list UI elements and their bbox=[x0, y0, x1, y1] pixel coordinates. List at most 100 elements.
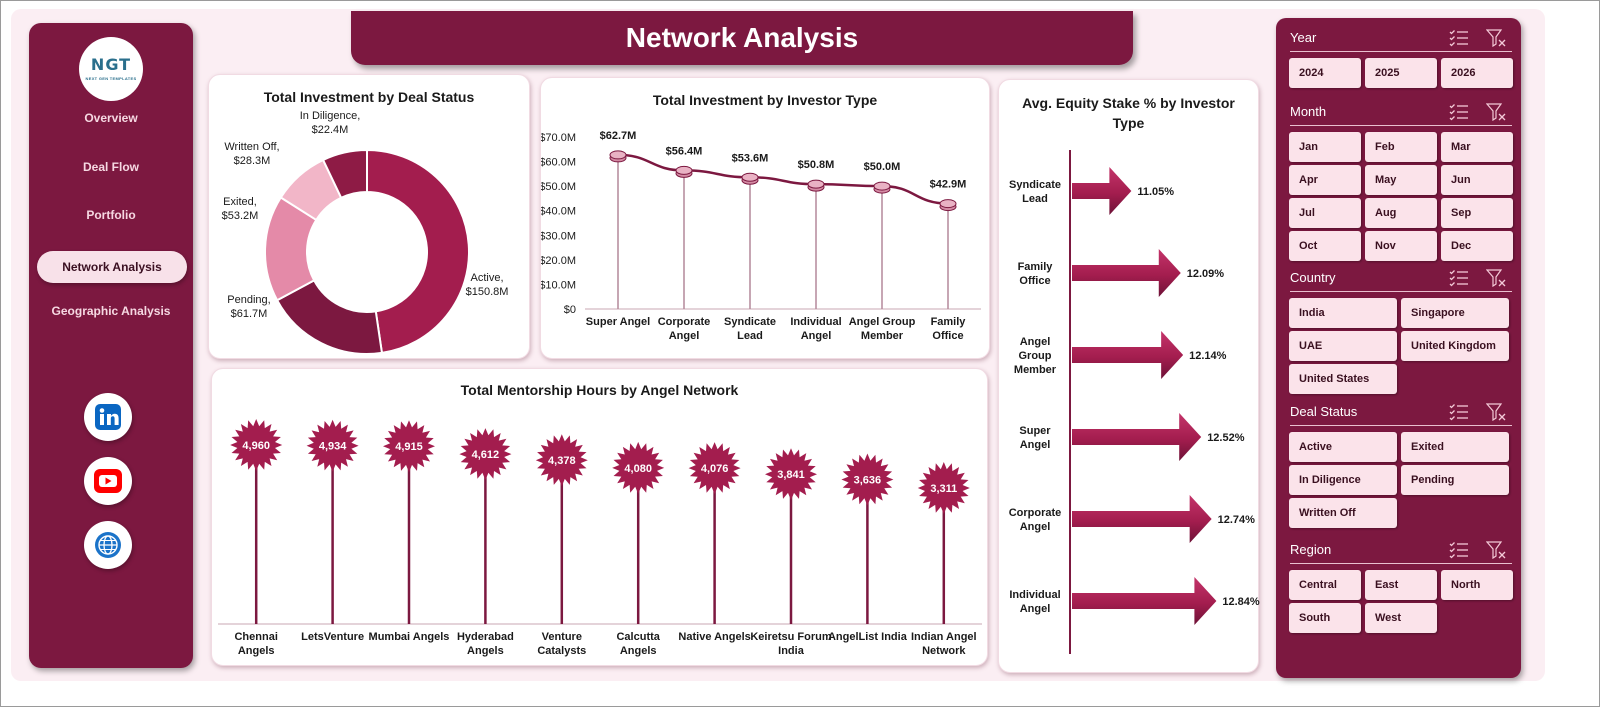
slicer-deal-status-option[interactable]: Pending bbox=[1401, 465, 1509, 495]
donut-slice-in-diligence[interactable] bbox=[321, 148, 368, 200]
donut-slice-active[interactable] bbox=[366, 148, 470, 355]
slicer-month-option[interactable]: Apr bbox=[1289, 165, 1361, 195]
slicer-month-option[interactable]: Jun bbox=[1441, 165, 1513, 195]
donut-label-active: Active, $150.8M bbox=[466, 272, 509, 298]
equity-arrow-corporate-angel[interactable] bbox=[1072, 495, 1212, 543]
slicer-month-option[interactable]: Feb bbox=[1365, 132, 1437, 162]
slicer-divider bbox=[1290, 51, 1512, 52]
equity-arrow-super-angel[interactable] bbox=[1072, 413, 1202, 461]
slicer-month-option[interactable]: Sep bbox=[1441, 198, 1513, 228]
mentorship-data-label: 4,378 bbox=[548, 455, 576, 467]
line-point-syndicate-lead[interactable] bbox=[741, 172, 759, 185]
slicer-year-option[interactable]: 2025 bbox=[1365, 58, 1437, 88]
slicer-region-option[interactable]: West bbox=[1365, 603, 1437, 633]
multi-select-icon[interactable] bbox=[1449, 269, 1469, 287]
nav-item-network-analysis[interactable]: Network Analysis bbox=[37, 251, 187, 283]
slicer-deal-status-option[interactable]: Active bbox=[1289, 432, 1397, 462]
slicer-deal-status-option[interactable]: In Diligence bbox=[1289, 465, 1397, 495]
lollipop-head-angellist-india[interactable] bbox=[841, 453, 894, 506]
equity-stake-card: Avg. Equity Stake % by Investor Type 11.… bbox=[998, 79, 1260, 673]
slicer-region-option[interactable]: North bbox=[1441, 570, 1513, 600]
slicer-country-option[interactable]: United States bbox=[1289, 364, 1397, 394]
y-tick-label: $30.0M bbox=[541, 230, 576, 242]
x-tick-label: Family Office bbox=[931, 316, 967, 342]
logo-subtext: NEXT GEN TEMPLATES bbox=[85, 76, 137, 81]
equity-arrow-individual-angel[interactable] bbox=[1072, 577, 1217, 625]
equity-category-label: Corporate Angel bbox=[1009, 507, 1062, 533]
lollipop-head-letsventure[interactable] bbox=[306, 419, 359, 472]
lollipop-head-hyderabad-angels[interactable] bbox=[459, 428, 512, 481]
line-point-super-angel[interactable] bbox=[609, 150, 627, 163]
mentorship-category-label: Venture Catalysts bbox=[537, 631, 586, 657]
line-point-corporate-angel[interactable] bbox=[675, 165, 693, 178]
slicer-divider bbox=[1290, 563, 1512, 564]
multi-select-icon[interactable] bbox=[1449, 29, 1469, 47]
slicer-year-option[interactable]: 2026 bbox=[1441, 58, 1513, 88]
slicer-month-option[interactable]: Jul bbox=[1289, 198, 1361, 228]
slicer-country-option[interactable]: United Kingdom bbox=[1401, 331, 1509, 361]
mentorship-category-label: Keiretsu Forum India bbox=[750, 631, 832, 657]
clear-filter-icon[interactable] bbox=[1486, 103, 1506, 121]
line-point-individual-angel[interactable] bbox=[807, 179, 825, 192]
nav-item-portfolio[interactable]: Portfolio bbox=[86, 208, 136, 222]
slicer-month-option[interactable]: Oct bbox=[1289, 231, 1361, 261]
lollipop-head-venture-catalysts[interactable] bbox=[535, 434, 588, 487]
slicer-country-option[interactable]: India bbox=[1289, 298, 1397, 328]
equity-arrow-syndicate-lead[interactable] bbox=[1072, 167, 1132, 215]
slicer-title-deal-status: Deal Status bbox=[1290, 404, 1358, 419]
lollipop-head-calcutta-angels[interactable] bbox=[612, 441, 665, 494]
nav-item-overview[interactable]: Overview bbox=[84, 111, 138, 125]
lollipop-head-chennai-angels[interactable] bbox=[230, 419, 283, 471]
slicer-region-option[interactable]: South bbox=[1289, 603, 1361, 633]
line-data-label: $62.7M bbox=[600, 130, 637, 142]
clear-filter-icon[interactable] bbox=[1486, 269, 1506, 287]
slicer-month-option[interactable]: May bbox=[1365, 165, 1437, 195]
mentorship-data-label: 3,636 bbox=[854, 475, 882, 487]
equity-arrow-angel-group-member[interactable] bbox=[1072, 331, 1184, 379]
multi-select-icon[interactable] bbox=[1449, 403, 1469, 421]
line-point-angel-group-member[interactable] bbox=[873, 181, 891, 194]
linkedin-icon bbox=[95, 404, 121, 430]
slicer-country-option[interactable]: UAE bbox=[1289, 331, 1397, 361]
linkedin-button[interactable] bbox=[84, 393, 132, 441]
slicer-country-option[interactable]: Singapore bbox=[1401, 298, 1509, 328]
nav-item-deal-flow[interactable]: Deal Flow bbox=[82, 160, 139, 174]
multi-select-icon[interactable] bbox=[1449, 541, 1469, 559]
slicer-deal-status-option[interactable]: Written Off bbox=[1289, 498, 1397, 528]
slicer-month-option[interactable]: Dec bbox=[1441, 231, 1513, 261]
multi-select-icon[interactable] bbox=[1449, 103, 1469, 121]
slicer-deal-status-option[interactable]: Exited bbox=[1401, 432, 1509, 462]
slicer-title-year: Year bbox=[1290, 30, 1317, 45]
deal-status-card: Total Investment by Deal Status Active, $… bbox=[208, 74, 530, 359]
slicer-month-option[interactable]: Mar bbox=[1441, 132, 1513, 162]
lollipop-head-native-angels[interactable] bbox=[688, 442, 741, 495]
clear-filter-icon[interactable] bbox=[1486, 541, 1506, 559]
website-button[interactable] bbox=[84, 521, 132, 569]
investor-type-card: Total Investment by Investor Type $0 $10.… bbox=[540, 77, 990, 359]
slicer-region-option[interactable]: Central bbox=[1289, 570, 1361, 600]
y-tick-label: $20.0M bbox=[541, 255, 576, 267]
slicer-region-option[interactable]: East bbox=[1365, 570, 1437, 600]
investor-type-chart-title: Total Investment by Investor Type bbox=[652, 92, 878, 108]
slicer-year-option[interactable]: 2024 bbox=[1289, 58, 1361, 88]
equity-arrow-family-office[interactable] bbox=[1072, 249, 1181, 297]
lollipop-head-mumbai-angels[interactable] bbox=[383, 420, 435, 473]
slicer-month-option[interactable]: Nov bbox=[1365, 231, 1437, 261]
lollipop-head-keiretsu-forum-india[interactable] bbox=[765, 448, 817, 501]
page-title-banner: Network Analysis bbox=[351, 11, 1133, 65]
deal-status-chart-title: Total Investment by Deal Status bbox=[263, 89, 475, 105]
mentorship-chart-title: Total Mentorship Hours by Angel Network bbox=[460, 382, 739, 398]
slicer-month-option[interactable]: Jan bbox=[1289, 132, 1361, 162]
mentorship-category-label: Chennai Angels bbox=[234, 631, 277, 657]
youtube-button[interactable] bbox=[84, 457, 132, 505]
slicer-month-option[interactable]: Aug bbox=[1365, 198, 1437, 228]
clear-filter-icon[interactable] bbox=[1486, 403, 1506, 421]
equity-data-label: 12.84% bbox=[1222, 596, 1260, 608]
clear-filter-icon[interactable] bbox=[1486, 29, 1506, 47]
x-tick-label: Angel Group Member bbox=[849, 316, 916, 342]
line-point-family-office[interactable] bbox=[939, 199, 957, 212]
nav-item-geographic-analysis[interactable]: Geographic Analysis bbox=[51, 304, 171, 318]
donut-label-in-diligence: In Diligence, $22.4M bbox=[300, 110, 361, 136]
lollipop-head-indian-angel-network[interactable] bbox=[917, 462, 970, 514]
equity-data-label: 11.05% bbox=[1137, 186, 1174, 198]
